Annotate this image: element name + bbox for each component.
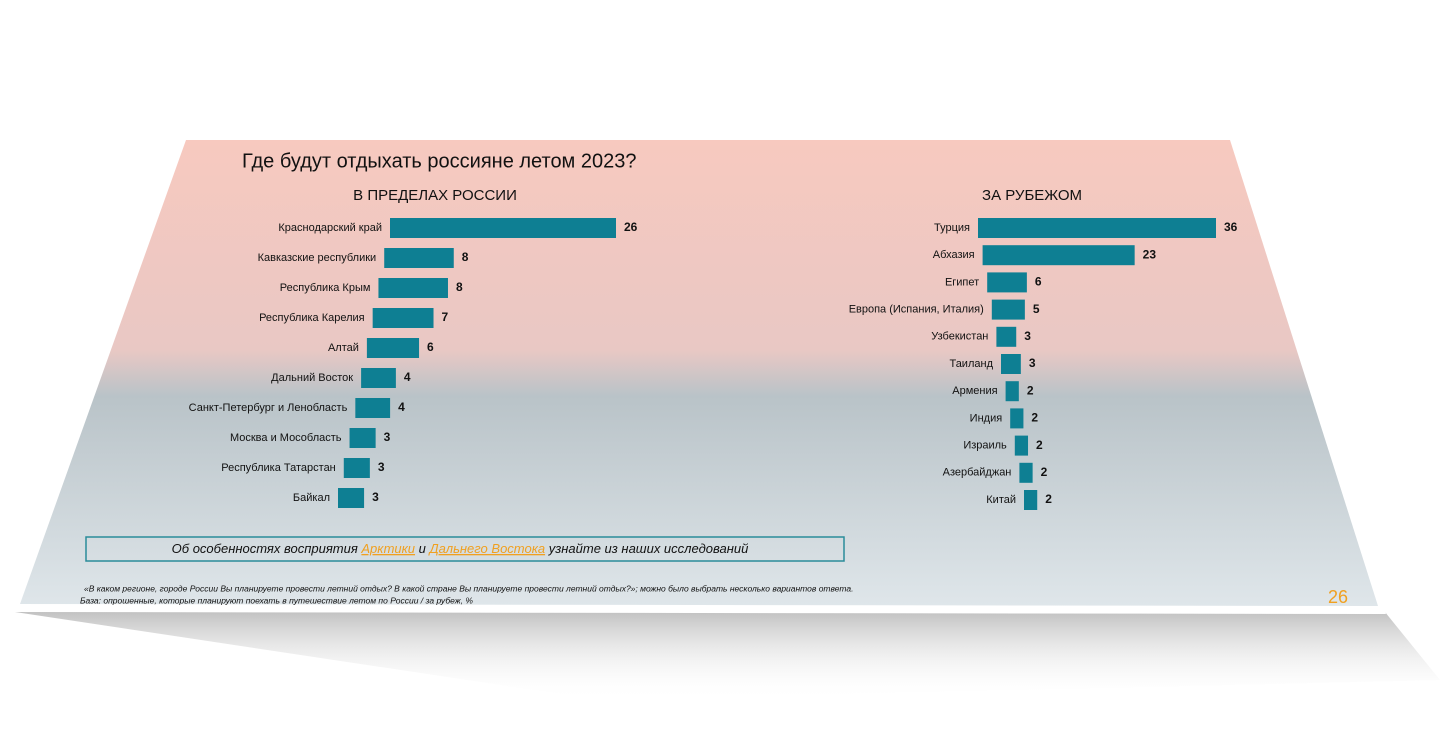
value-label: 36 — [1224, 220, 1238, 234]
slide-title: Где будут отдыхать россияне летом 2023? — [242, 150, 636, 172]
chart-title: ЗА РУБЕЖОМ — [982, 187, 1082, 204]
bar — [1019, 462, 1033, 483]
category-label: Республика Крым — [280, 282, 371, 294]
value-label: 23 — [1143, 247, 1157, 261]
value-label: 6 — [427, 340, 434, 354]
category-label: Дальний Восток — [271, 372, 353, 384]
value-label: 2 — [1045, 492, 1052, 506]
category-label: Алтай — [328, 342, 359, 354]
category-label: Москва и Мособласть — [230, 432, 342, 444]
bar — [384, 248, 454, 268]
value-label: 6 — [1035, 275, 1042, 289]
value-label: 5 — [1033, 302, 1040, 316]
bar — [355, 398, 391, 418]
chart-title: В ПРЕДЕЛАХ РОССИИ — [353, 187, 517, 204]
value-label: 2 — [1036, 438, 1043, 452]
value-label: 3 — [384, 430, 391, 444]
bar — [1010, 408, 1024, 429]
banner-text: и — [419, 541, 426, 556]
bar — [1024, 490, 1038, 510]
footnote: База: опрошенные, которые планируют поех… — [80, 595, 473, 605]
value-label: 2 — [1031, 411, 1038, 425]
bar — [343, 458, 370, 478]
bar — [996, 326, 1017, 347]
bar — [390, 218, 616, 238]
link[interactable]: Арктики — [360, 541, 415, 556]
category-label: Израиль — [963, 440, 1007, 452]
category-label: Таиланд — [949, 358, 993, 370]
category-label: Байкал — [293, 492, 330, 504]
bar — [1001, 354, 1021, 374]
value-label: 8 — [462, 250, 469, 264]
bar — [372, 308, 434, 328]
banner-box — [85, 536, 845, 562]
value-label: 8 — [456, 280, 463, 294]
category-label: Санкт-Петербург и Ленобласть — [189, 402, 348, 414]
value-label: 2 — [1041, 465, 1048, 479]
category-label: Турция — [934, 222, 970, 234]
bar — [991, 299, 1025, 320]
link[interactable]: Дальнего Востока — [428, 541, 546, 556]
bar — [349, 428, 376, 448]
bar — [1014, 435, 1029, 456]
value-label: 7 — [442, 310, 449, 324]
banner-text: узнайте из наших исследований — [548, 541, 749, 556]
slide-shadow — [15, 612, 1440, 700]
value-label: 4 — [398, 400, 405, 414]
page-number: 26 — [1328, 587, 1348, 607]
footnote: «В каком регионе, городе России Вы плани… — [84, 583, 853, 593]
bar — [366, 338, 420, 358]
category-label: Европа (Испания, Италия) — [849, 304, 984, 316]
value-label: 26 — [624, 220, 638, 234]
value-label: 3 — [1029, 356, 1036, 370]
bar — [378, 278, 448, 298]
category-label: Армения — [952, 385, 997, 397]
bar — [361, 368, 396, 388]
category-label: Китай — [986, 494, 1016, 506]
category-label: Узбекистан — [931, 331, 988, 343]
category-label: Азербайджан — [943, 467, 1012, 479]
category-label: Египет — [945, 276, 979, 288]
category-label: Индия — [970, 412, 1003, 424]
value-label: 3 — [1024, 329, 1031, 343]
value-label: 3 — [372, 490, 379, 504]
value-label: 4 — [404, 370, 411, 384]
bar — [987, 272, 1027, 293]
category-label: Абхазия — [933, 249, 975, 261]
category-label: Краснодарский край — [278, 222, 382, 234]
bar — [978, 218, 1216, 238]
bar — [982, 245, 1135, 266]
category-label: Кавказские республики — [258, 252, 377, 264]
banner-text: Об особенностях восприятия — [172, 541, 358, 556]
banner: Об особенностях восприятия Арктики и Дал… — [172, 541, 749, 556]
value-label: 3 — [378, 460, 385, 474]
bar — [338, 488, 365, 508]
category-label: Республика Татарстан — [221, 462, 336, 474]
bar — [1005, 381, 1019, 402]
category-label: Республика Карелия — [259, 312, 365, 324]
slide — [20, 140, 1378, 606]
value-label: 2 — [1027, 383, 1034, 397]
